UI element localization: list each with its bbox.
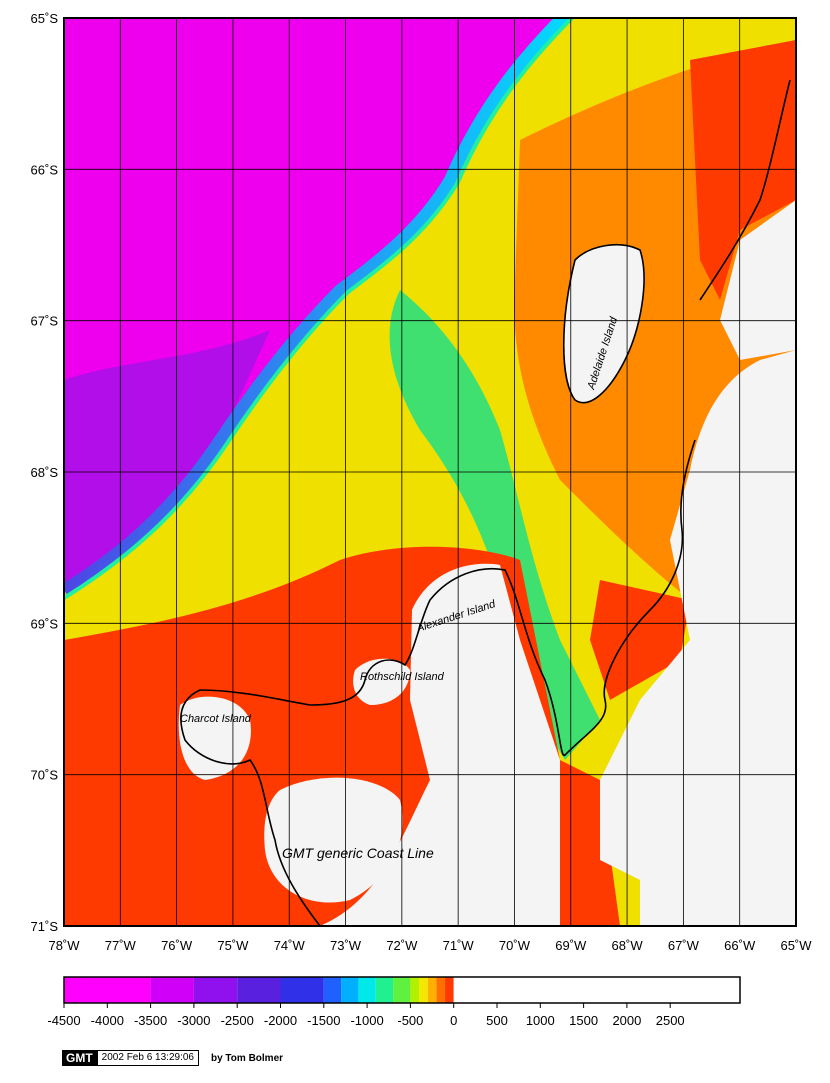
colorbar-tick-label: 0: [450, 1013, 457, 1028]
colorbar-tick-label: 2500: [656, 1013, 685, 1028]
label-rothschild: Rothschild Island: [360, 671, 445, 683]
longitude-label: 68˚W: [612, 938, 644, 953]
colorbar-labels: -4500 -4000 -3500 -3000 -2500 -2000 -1500 -1000…: [47, 1003, 685, 1028]
colorbar-tick-label: -2500: [221, 1013, 254, 1028]
longitude-label: 67˚W: [668, 938, 700, 953]
latitude-label: 69˚S: [31, 616, 59, 631]
label-charcot: Charcot Island: [180, 713, 252, 725]
longitude-label: 66˚W: [724, 938, 756, 953]
longitude-label: 69˚W: [555, 938, 587, 953]
colorbar-segment: [427, 977, 437, 1003]
colorbar-segment: [193, 977, 238, 1003]
longitude-label: 74˚W: [274, 938, 306, 953]
longitude-label: 65˚W: [780, 938, 812, 953]
graticule: [64, 18, 796, 926]
wilkins-ice: [264, 777, 403, 903]
colorbar-segment: [341, 977, 359, 1003]
colorbar-tick-label: 500: [486, 1013, 508, 1028]
shelf-trough: [389, 290, 600, 760]
slope-edge: [64, 18, 575, 600]
label-coastline: GMT generic Coast Line: [282, 845, 434, 861]
colorbar-segment: [375, 977, 394, 1003]
nearshore-east-2: [590, 580, 690, 700]
stamp-author: by Tom Bolmer: [210, 1052, 284, 1064]
colorbar-segment: [358, 977, 376, 1003]
adelaide-island-shape: [563, 244, 645, 403]
colorbar-tick-label: -3000: [177, 1013, 210, 1028]
colorbar-tick-label: -1000: [350, 1013, 383, 1028]
alexander-island: [320, 563, 560, 926]
colorbar-tick-label: -4500: [47, 1013, 80, 1028]
abyssal-lower: [64, 330, 270, 585]
colorbar-tick-label: -500: [397, 1013, 423, 1028]
colorbar-segment: [280, 977, 324, 1003]
coast-line: [180, 439, 696, 926]
coast-line-north: [699, 79, 791, 301]
rothschild-island-shape: [353, 658, 410, 705]
gmt-logo: GMT: [62, 1050, 97, 1066]
colorbar-segment: [419, 977, 428, 1003]
latitude-label: 65˚S: [31, 11, 59, 26]
colorbar-segment: [64, 977, 151, 1003]
map-layers: [64, 18, 796, 926]
colorbar-segment: [323, 977, 342, 1003]
colorbar-tick-label: -3500: [134, 1013, 167, 1028]
longitude-label: 72˚W: [386, 938, 418, 953]
graham-land-north: [720, 200, 796, 360]
colorbar-segment: [445, 977, 454, 1003]
colorbar-segment: [150, 977, 194, 1003]
palmer-land: [600, 350, 796, 926]
longitude-label: 78˚W: [48, 938, 80, 953]
longitude-label: 75˚W: [217, 938, 249, 953]
longitude-label: 76˚W: [161, 938, 193, 953]
latitude-label: 68˚S: [31, 465, 59, 480]
colorbar-tick-label: -2000: [264, 1013, 297, 1028]
longitude-label: 77˚W: [105, 938, 137, 953]
colorbar-segment: [453, 977, 692, 1003]
colorbar-tick-label: 1000: [526, 1013, 555, 1028]
colorbar-tick-label: -4000: [91, 1013, 124, 1028]
longitude-labels: 78˚W 77˚W 76˚W 75˚W 74˚W 73˚W 72˚W 71˚W 70˚W 69˚W…: [48, 938, 812, 953]
nearshore-east: [690, 40, 796, 300]
latitude-labels: 65˚S 66˚S 67˚S 68˚S 69˚S 70˚S 71˚S: [31, 11, 59, 934]
map-frame: [63, 17, 797, 927]
latitude-label: 67˚S: [31, 314, 59, 329]
longitude-label: 73˚W: [330, 938, 362, 953]
colorbar-tick-label: 1500: [569, 1013, 598, 1028]
stamp-date: 2002 Feb 6 13:29:06: [96, 1050, 199, 1066]
colorbar-frame: [63, 976, 741, 1004]
gmt-stamp: GMT 2002 Feb 6 13:29:06 by Tom Bolmer: [62, 1050, 283, 1066]
longitude-label: 70˚W: [499, 938, 531, 953]
continental-slope: [64, 18, 571, 596]
latitude-label: 66˚S: [31, 162, 59, 177]
colorbar-tick-label: 2000: [612, 1013, 641, 1028]
latitude-label: 70˚S: [31, 768, 59, 783]
colorbar-tick-label: -1500: [307, 1013, 340, 1028]
coast-line-adelaide: [563, 244, 645, 404]
longitude-label: 71˚W: [443, 938, 475, 953]
colorbar: [64, 977, 692, 1003]
colorbar-segment: [410, 977, 420, 1003]
latitude-label: 71˚S: [31, 919, 59, 934]
colorbar-segment: [237, 977, 281, 1003]
colorbar-segment: [436, 977, 446, 1003]
colorbar-segment: [393, 977, 411, 1003]
